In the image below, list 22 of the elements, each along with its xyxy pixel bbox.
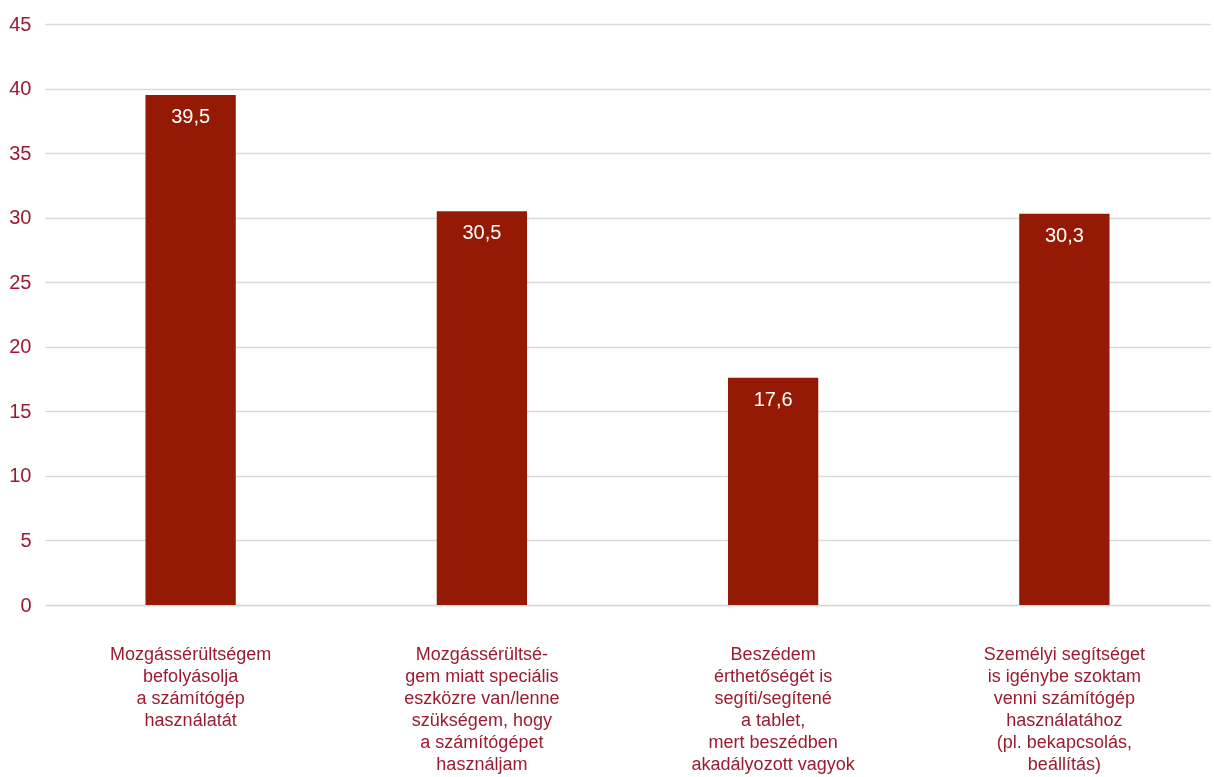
y-tick-label: 35 (9, 141, 32, 164)
y-tick-label: 5 (20, 528, 32, 551)
y-tick-label: 30 (9, 206, 32, 229)
x-tick-label: Mozgássérültsé- gem miatt speciális eszközre van/lenne szükségem, hogy a számítógépet használjam (404, 643, 560, 774)
data-label: 39,5 (171, 105, 211, 128)
bar (436, 211, 528, 605)
y-tick-label: 0 (20, 593, 32, 616)
y-tick-label: 25 (9, 270, 32, 293)
y-tick-label: 20 (9, 335, 32, 358)
y-tick-label: 45 (9, 12, 32, 35)
bar (1019, 213, 1110, 605)
x-tick-label: Beszédem érthetőségét is segíti/segítené a tablet, mert beszédben akadályozott vagyok (691, 643, 856, 774)
y-tick-label: 40 (9, 77, 32, 100)
x-tick-label: Mozgássérültségem befolyásolja a számítógép használatát (110, 643, 272, 730)
y-tick-label: 15 (9, 399, 32, 422)
y-tick-label: 10 (9, 464, 32, 487)
x-tick-label: Személyi segítséget is igénybe szoktam venni számítógép használatához (pl. bekapcsolás, beállítás) (983, 643, 1145, 774)
bar (145, 95, 236, 605)
bar (727, 377, 819, 605)
data-label: 30,3 (1044, 223, 1084, 246)
data-label: 30,5 (462, 221, 502, 244)
data-label: 17,6 (753, 387, 793, 410)
